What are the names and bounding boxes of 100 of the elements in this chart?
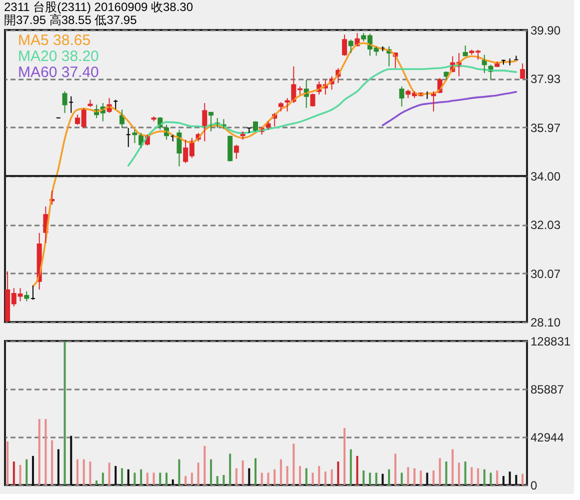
bar [400,472,403,485]
bar [76,459,78,485]
bar [216,476,218,485]
bar [280,459,282,485]
bar [420,470,422,485]
bar [267,472,270,485]
bar [356,456,358,485]
bar [64,341,66,485]
bar [522,474,524,485]
bar [222,474,225,485]
bar [305,468,308,485]
y-tick-label: 85887 [530,382,564,396]
bar [120,468,123,485]
bar [12,462,15,485]
bar [127,469,130,485]
bar [502,476,504,485]
bar [496,470,498,485]
bar [70,436,72,485]
y-tick-label: 35.97 [530,120,561,135]
bar [38,419,40,485]
bar [6,441,9,485]
bar [184,476,187,485]
line-series [382,90,518,126]
bar [260,472,263,485]
bar [210,459,212,485]
bar [152,472,155,485]
bar [515,474,518,485]
candlestick [88,99,93,108]
bar [312,472,314,485]
chart-subtitle: 開37.95 高38.55 低37.95 [4,13,138,27]
bar [388,469,390,485]
bar [426,472,428,485]
bar [26,459,28,485]
text: MA20 38.20 [18,48,99,65]
bar [96,480,98,485]
bar [51,440,54,485]
bar [445,462,448,485]
bar [470,467,473,485]
y-tick-label: 34.00 [530,170,561,184]
bar [407,467,410,485]
bar [197,462,200,485]
bar [318,466,320,485]
bar [286,466,288,485]
bar [464,462,466,485]
bar [204,446,206,485]
y-tick-label: 28.10 [530,316,561,330]
bar [292,444,295,485]
bar [274,469,276,485]
bar [432,470,435,485]
bar [254,458,257,485]
bar [413,468,416,485]
bar [337,462,340,485]
bar [362,470,365,485]
bar [19,464,22,485]
bar [490,472,492,485]
bar [382,474,384,485]
bar [508,472,511,485]
y-tick-label: 37.93 [530,72,561,86]
bar [375,472,378,485]
bar [368,472,371,485]
bar [178,459,180,485]
bar [102,472,104,485]
candlestick [278,102,284,112]
bar [114,466,117,485]
bar [229,454,232,485]
bar [159,472,162,485]
bar [165,472,168,485]
bar [172,479,174,485]
bar [89,462,92,485]
bar [458,462,460,485]
y-tick-label: 42944 [530,430,564,444]
bar [299,466,302,485]
bar [146,472,148,485]
bar [242,460,244,485]
bar [57,449,60,485]
bar [190,472,193,485]
y-tick-label: 39.90 [530,24,561,38]
bar [483,469,486,485]
text: MA60 37.40 [18,64,99,81]
bar [350,449,352,485]
bar [108,462,110,485]
y-tick-label: 128831 [530,334,571,348]
bar [438,458,441,485]
bar [330,469,333,485]
bar [44,419,47,485]
y-tick-label: 32.03 [530,218,561,232]
bar [324,472,326,485]
y-tick-label: 0 [530,478,538,492]
y-tick-label: 30.07 [530,266,561,281]
bar [394,454,396,485]
bar [82,459,85,485]
bar [134,472,136,485]
bar [477,468,480,485]
bar [140,469,142,485]
bar [235,468,238,485]
bar [452,449,454,485]
bar [344,428,346,485]
chart-title: 2311 台股(2311) 20160909 收38.30 [4,0,194,14]
bar [32,456,34,485]
text: MA5 38.65 [18,32,91,49]
